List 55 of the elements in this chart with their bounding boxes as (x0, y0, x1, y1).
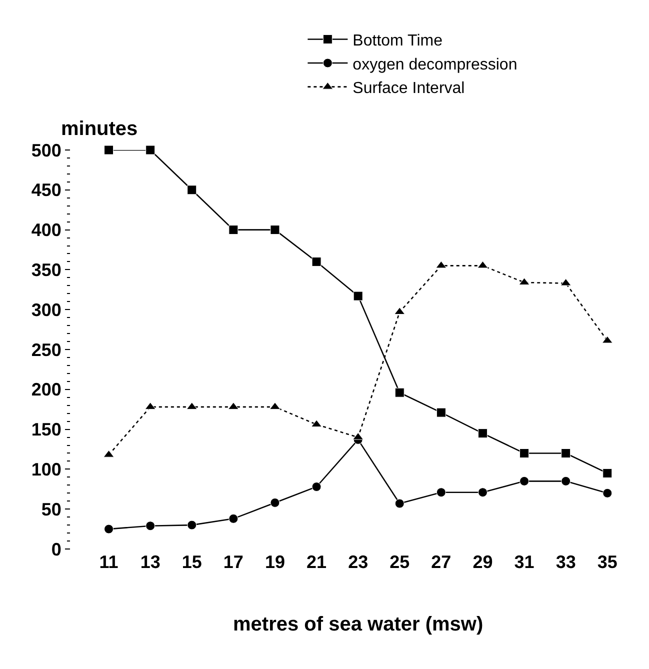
point (270, 498, 280, 508)
y-tick-label: 450 (31, 180, 62, 200)
x-tick-label: 31 (514, 552, 534, 572)
x-tick-label: 19 (264, 552, 285, 572)
point (561, 476, 571, 486)
x-tick-label: 21 (306, 552, 327, 572)
y-tick-label: 400 (31, 220, 62, 240)
y-axis-title: minutes (61, 118, 138, 140)
x-tick-label: 29 (472, 552, 493, 572)
legend-label: Bottom Time (352, 32, 443, 50)
point (602, 488, 612, 498)
point (312, 482, 322, 492)
point (520, 476, 530, 486)
point (353, 291, 363, 301)
y-tick-label: 150 (31, 420, 62, 440)
point (436, 408, 446, 418)
x-tick-label: 25 (390, 552, 410, 572)
x-tick-label: 33 (556, 552, 576, 572)
point (561, 448, 571, 458)
point (228, 225, 238, 235)
x-tick-label: 27 (431, 552, 452, 572)
legend-label: Surface Interval (352, 80, 465, 98)
x-tick-label: 35 (597, 552, 618, 572)
y-tick-label: 50 (41, 499, 62, 520)
legend-label: oxygen decompression (352, 56, 518, 74)
x-tick-label: 11 (99, 552, 118, 572)
x-tick-label: 13 (140, 552, 160, 572)
point (104, 145, 114, 155)
point (602, 468, 612, 478)
point (270, 225, 280, 235)
point (520, 448, 530, 458)
point (228, 514, 238, 524)
point (146, 145, 156, 155)
point (478, 428, 488, 438)
point (104, 524, 114, 534)
point (187, 520, 197, 530)
point (146, 521, 156, 531)
point (311, 420, 322, 428)
x-axis-title: metres of sea water (msw) (233, 614, 484, 636)
x-tick-label: 17 (223, 552, 244, 572)
y-tick-label: 200 (31, 380, 62, 400)
point (436, 488, 446, 498)
x-tick-label: 23 (348, 552, 368, 572)
y-tick-label: 500 (31, 140, 62, 160)
y-tick-label: 350 (31, 260, 62, 280)
y-tick-label: 300 (31, 300, 62, 320)
y-tick-label: 100 (31, 460, 62, 480)
point (394, 388, 404, 398)
point (478, 488, 488, 498)
x-tick-label: 15 (182, 552, 202, 572)
y-tick-label: 250 (31, 340, 62, 360)
point (187, 185, 197, 195)
point (312, 256, 322, 266)
point (394, 498, 404, 508)
y-tick-label: 0 (51, 539, 62, 560)
